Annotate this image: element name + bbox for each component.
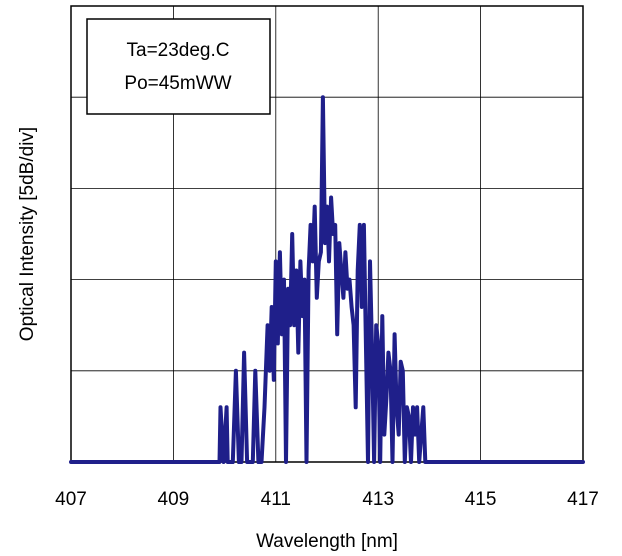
annotation-box: Ta=23deg.C Po=45mWW: [86, 18, 271, 115]
x-tick-labels: 407 409 411 413 415 417: [55, 489, 599, 510]
annotation-line-1: Ta=23deg.C: [127, 40, 230, 61]
x-tick-label: 417: [567, 489, 599, 510]
grid: [70, 5, 584, 463]
x-tick-label: 409: [158, 489, 190, 510]
x-tick-label: 411: [261, 489, 291, 510]
annotation-frame: [86, 18, 271, 115]
plot-frame: [70, 5, 584, 463]
x-tick-label: 415: [465, 489, 497, 510]
x-axis-title: Wavelength [nm]: [256, 531, 398, 552]
x-tick-label: 413: [362, 489, 394, 510]
series-line: [69, 95, 585, 464]
x-tick-label: 407: [55, 489, 87, 510]
y-axis-title: Optical Intensity [5dB/div]: [17, 127, 38, 341]
annotation-line-2: Po=45mWW: [124, 73, 231, 94]
